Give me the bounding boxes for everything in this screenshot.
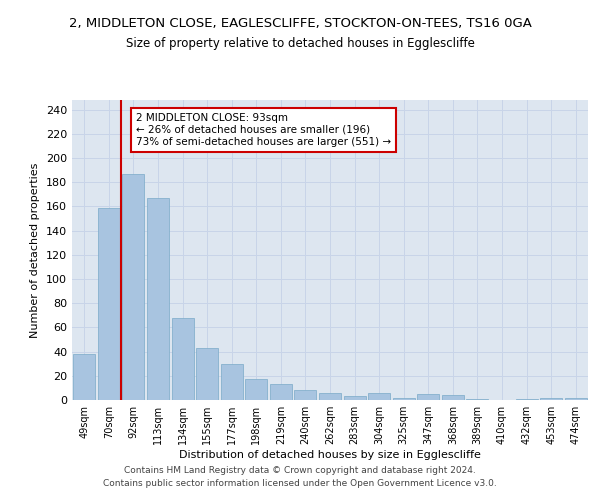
Bar [392, 398, 415, 400]
Bar [565, 398, 587, 400]
Bar [147, 198, 169, 400]
Bar [344, 396, 365, 400]
Bar [540, 398, 562, 400]
Text: Size of property relative to detached houses in Egglescliffe: Size of property relative to detached ho… [125, 38, 475, 51]
Bar [368, 392, 390, 400]
Bar [172, 318, 194, 400]
Bar [515, 399, 538, 400]
Bar [270, 384, 292, 400]
Bar [122, 174, 145, 400]
Text: Contains HM Land Registry data © Crown copyright and database right 2024.
Contai: Contains HM Land Registry data © Crown c… [103, 466, 497, 487]
Text: 2 MIDDLETON CLOSE: 93sqm
← 26% of detached houses are smaller (196)
73% of semi-: 2 MIDDLETON CLOSE: 93sqm ← 26% of detach… [136, 114, 391, 146]
Y-axis label: Number of detached properties: Number of detached properties [31, 162, 40, 338]
X-axis label: Distribution of detached houses by size in Egglescliffe: Distribution of detached houses by size … [179, 450, 481, 460]
Bar [221, 364, 243, 400]
Bar [466, 399, 488, 400]
Bar [319, 392, 341, 400]
Bar [196, 348, 218, 400]
Bar [73, 354, 95, 400]
Text: 2, MIDDLETON CLOSE, EAGLESCLIFFE, STOCKTON-ON-TEES, TS16 0GA: 2, MIDDLETON CLOSE, EAGLESCLIFFE, STOCKT… [68, 18, 532, 30]
Bar [245, 380, 268, 400]
Bar [417, 394, 439, 400]
Bar [442, 395, 464, 400]
Bar [295, 390, 316, 400]
Bar [98, 208, 120, 400]
